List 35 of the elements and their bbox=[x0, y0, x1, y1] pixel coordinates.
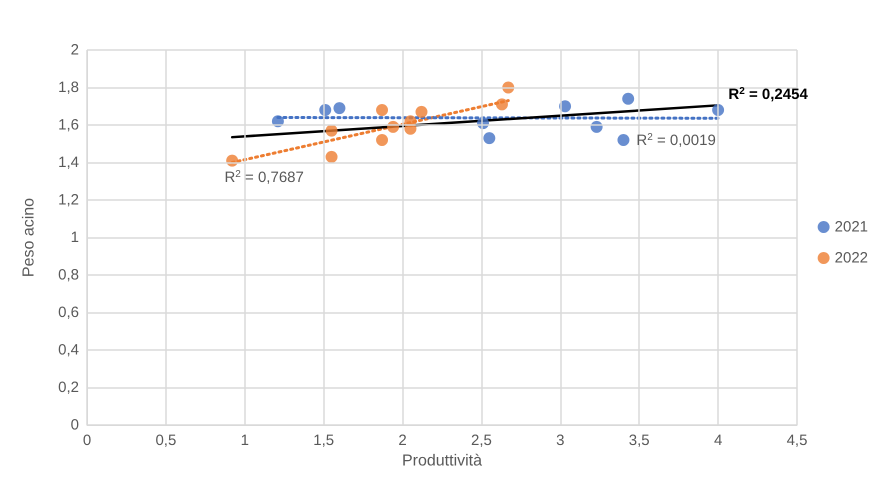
x-tick-label: 2 bbox=[398, 432, 407, 449]
point bbox=[622, 92, 634, 105]
x-tick-label: 3 bbox=[556, 432, 565, 449]
legend-label: 2022 bbox=[834, 250, 868, 266]
y-axis-title: Peso acino bbox=[20, 198, 38, 278]
x-tick-label: 3,5 bbox=[628, 432, 650, 449]
y-tick-label: 0,6 bbox=[58, 304, 79, 321]
point bbox=[376, 104, 388, 116]
x-tick-label: 4 bbox=[714, 432, 722, 449]
y-tick-label: 1 bbox=[70, 229, 79, 246]
y-tick-label: 1,6 bbox=[58, 116, 79, 134]
y-tick-label: 0,4 bbox=[58, 342, 79, 358]
point bbox=[617, 134, 630, 146]
y-tick-label: 1,2 bbox=[58, 192, 79, 208]
x-tick-label: 1,5 bbox=[313, 432, 334, 449]
y-tick-label: 1,4 bbox=[58, 154, 79, 171]
x-tick-label: 1 bbox=[240, 432, 249, 449]
point bbox=[416, 106, 428, 118]
point bbox=[483, 132, 496, 144]
y-tick-label: 0,2 bbox=[58, 379, 79, 396]
x-tick-label: 0 bbox=[82, 432, 92, 449]
point bbox=[326, 124, 338, 137]
point bbox=[333, 102, 346, 114]
x-axis-title: Produttività bbox=[402, 452, 482, 470]
x-tick-label: 0,5 bbox=[155, 432, 176, 449]
legend-label: 2021 bbox=[834, 218, 868, 236]
y-tick-label: 2 bbox=[70, 42, 79, 58]
y-tick-label: 0,8 bbox=[58, 266, 79, 284]
y-tick-label: 0 bbox=[70, 416, 79, 434]
point bbox=[326, 150, 338, 163]
x-tick-label: 2,5 bbox=[471, 432, 492, 449]
y-tick-label: 1,8 bbox=[58, 79, 79, 96]
point bbox=[496, 98, 508, 110]
point bbox=[376, 134, 388, 146]
x-tick-label: 4,5 bbox=[786, 432, 808, 449]
